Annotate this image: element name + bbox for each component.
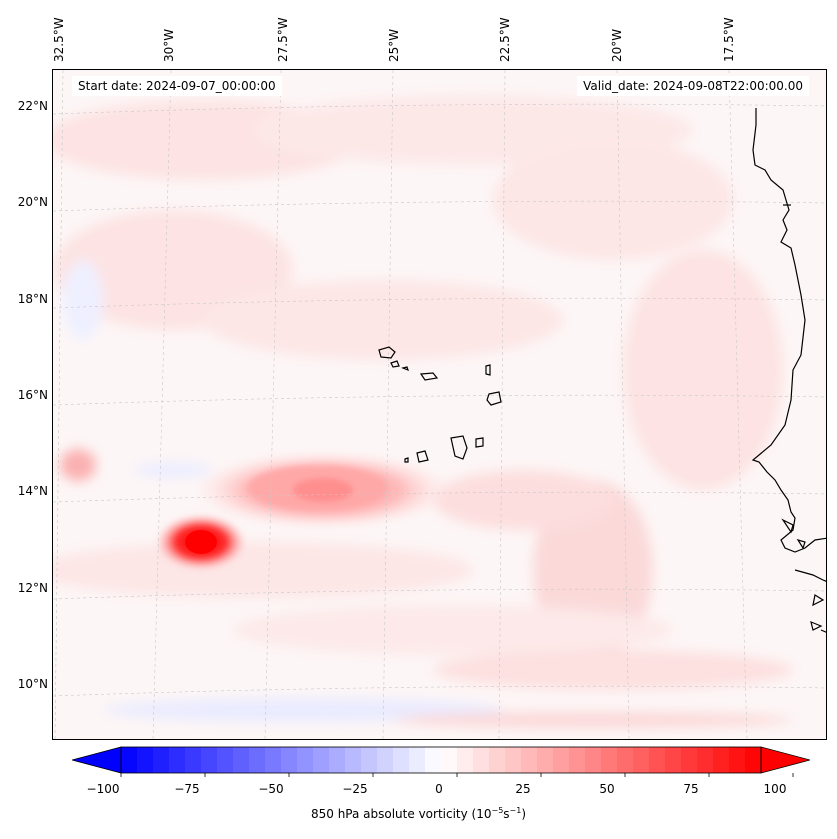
colorbar-segment: [121, 747, 138, 773]
colorbar-segment: [457, 747, 474, 773]
colorbar-segment: [729, 747, 746, 773]
valid-date-label: Valid_date: 2024-09-08T22:00:00.00: [577, 76, 809, 96]
colorbar-segment: [537, 747, 554, 773]
vorticity-maximum-east: [193, 450, 453, 530]
colorbar-segment: [425, 747, 442, 773]
colorbar-tickmarks: [120, 773, 794, 777]
colorbar-segment: [137, 747, 154, 773]
colorbar-segment: [489, 747, 506, 773]
lat-label-16n: 16°N: [17, 388, 48, 402]
colorbar-tick-label: 100: [763, 782, 787, 796]
africa-coastline: [751, 108, 826, 633]
colorbar-segment: [665, 747, 682, 773]
colorbar-tick-label: 0: [435, 782, 443, 796]
colorbar-min-extension: [72, 746, 122, 774]
colorbar-tick-label: 25: [515, 782, 531, 796]
start-date-label: Start date: 2024-09-07_00:00:00: [72, 76, 282, 96]
lat-label-18n: 18°N: [17, 292, 48, 306]
vorticity-field: [53, 70, 826, 739]
colorbar-tick-label: 50: [599, 782, 615, 796]
colorbar-segment: [281, 747, 298, 773]
lon-label-32.5w: 32.5°W: [52, 17, 66, 62]
colorbar-segment: [649, 747, 666, 773]
lon-label-20w: 20°W: [610, 28, 624, 62]
lat-label-14n: 14°N: [17, 484, 48, 498]
colorbar-segment: [633, 747, 650, 773]
lat-label-12n: 12°N: [17, 581, 48, 595]
vorticity-maximum-west: [156, 514, 246, 570]
colorbar-segments: [121, 747, 762, 773]
colorbar-segment: [713, 747, 730, 773]
colorbar-label-main: 850 hPa absolute vorticity (10: [310, 807, 492, 821]
colorbar-tick-label: 75: [683, 782, 699, 796]
lon-label-30w: 30°W: [162, 28, 176, 62]
colorbar-segment: [601, 747, 618, 773]
lon-label-25w: 25°W: [387, 28, 401, 62]
colorbar-outline: [120, 746, 762, 774]
colorbar-segment: [681, 747, 698, 773]
colorbar-segment: [745, 747, 762, 773]
colorbar-tick-label: −25: [342, 782, 368, 796]
colorbar-label-unit: s: [503, 807, 510, 821]
colorbar-segment: [377, 747, 394, 773]
weak-vorticity-patches: [53, 95, 793, 728]
colorbar-segment: [505, 747, 522, 773]
colorbar-segment: [329, 747, 346, 773]
colorbar-segment: [345, 747, 362, 773]
colorbar-tick-label: −50: [258, 782, 284, 796]
colorbar-segment: [185, 747, 202, 773]
colorbar-segment: [473, 747, 490, 773]
colorbar-segment: [313, 747, 330, 773]
lon-label-17.5w: 17.5°W: [722, 17, 736, 62]
lon-label-22.5w: 22.5°W: [498, 17, 512, 62]
colorbar-segment: [697, 747, 714, 773]
colorbar-label-exponent-2: −1: [509, 806, 522, 815]
colorbar-label-close: ): [521, 807, 527, 821]
colorbar-segment: [169, 747, 186, 773]
lat-label-10n: 10°N: [17, 677, 48, 691]
colorbar-segment: [201, 747, 218, 773]
colorbar-segment: [233, 747, 250, 773]
colorbar-segment: [585, 747, 602, 773]
colorbar-max-extension: [760, 746, 810, 774]
lat-label-22n: 22°N: [17, 99, 48, 113]
colorbar-segment: [441, 747, 458, 773]
colorbar-segment: [617, 747, 634, 773]
colorbar: [72, 746, 810, 777]
colorbar-segment: [153, 747, 170, 773]
colorbar-label: 850 hPa absolute vorticity (10−5s−1): [0, 806, 837, 821]
lat-label-20n: 20°N: [17, 195, 48, 209]
colorbar-segment: [521, 747, 538, 773]
colorbar-segment: [553, 747, 570, 773]
colorbar-segment: [409, 747, 426, 773]
colorbar-label-exponent-1: −5: [491, 806, 504, 815]
colorbar-segment: [361, 747, 378, 773]
cape-verde-islands: [378, 346, 502, 463]
lon-label-27.5w: 27.5°W: [276, 17, 290, 62]
colorbar-segment: [265, 747, 282, 773]
colorbar-segment: [393, 747, 410, 773]
colorbar-tick-label: −75: [174, 782, 200, 796]
colorbar-tick-label: −100: [86, 782, 120, 796]
colorbar-segment: [217, 747, 234, 773]
colorbar-segment: [249, 747, 266, 773]
colorbar-segment: [569, 747, 586, 773]
colorbar-segment: [297, 747, 314, 773]
map-panel: [52, 69, 827, 740]
graticule: [53, 70, 826, 739]
